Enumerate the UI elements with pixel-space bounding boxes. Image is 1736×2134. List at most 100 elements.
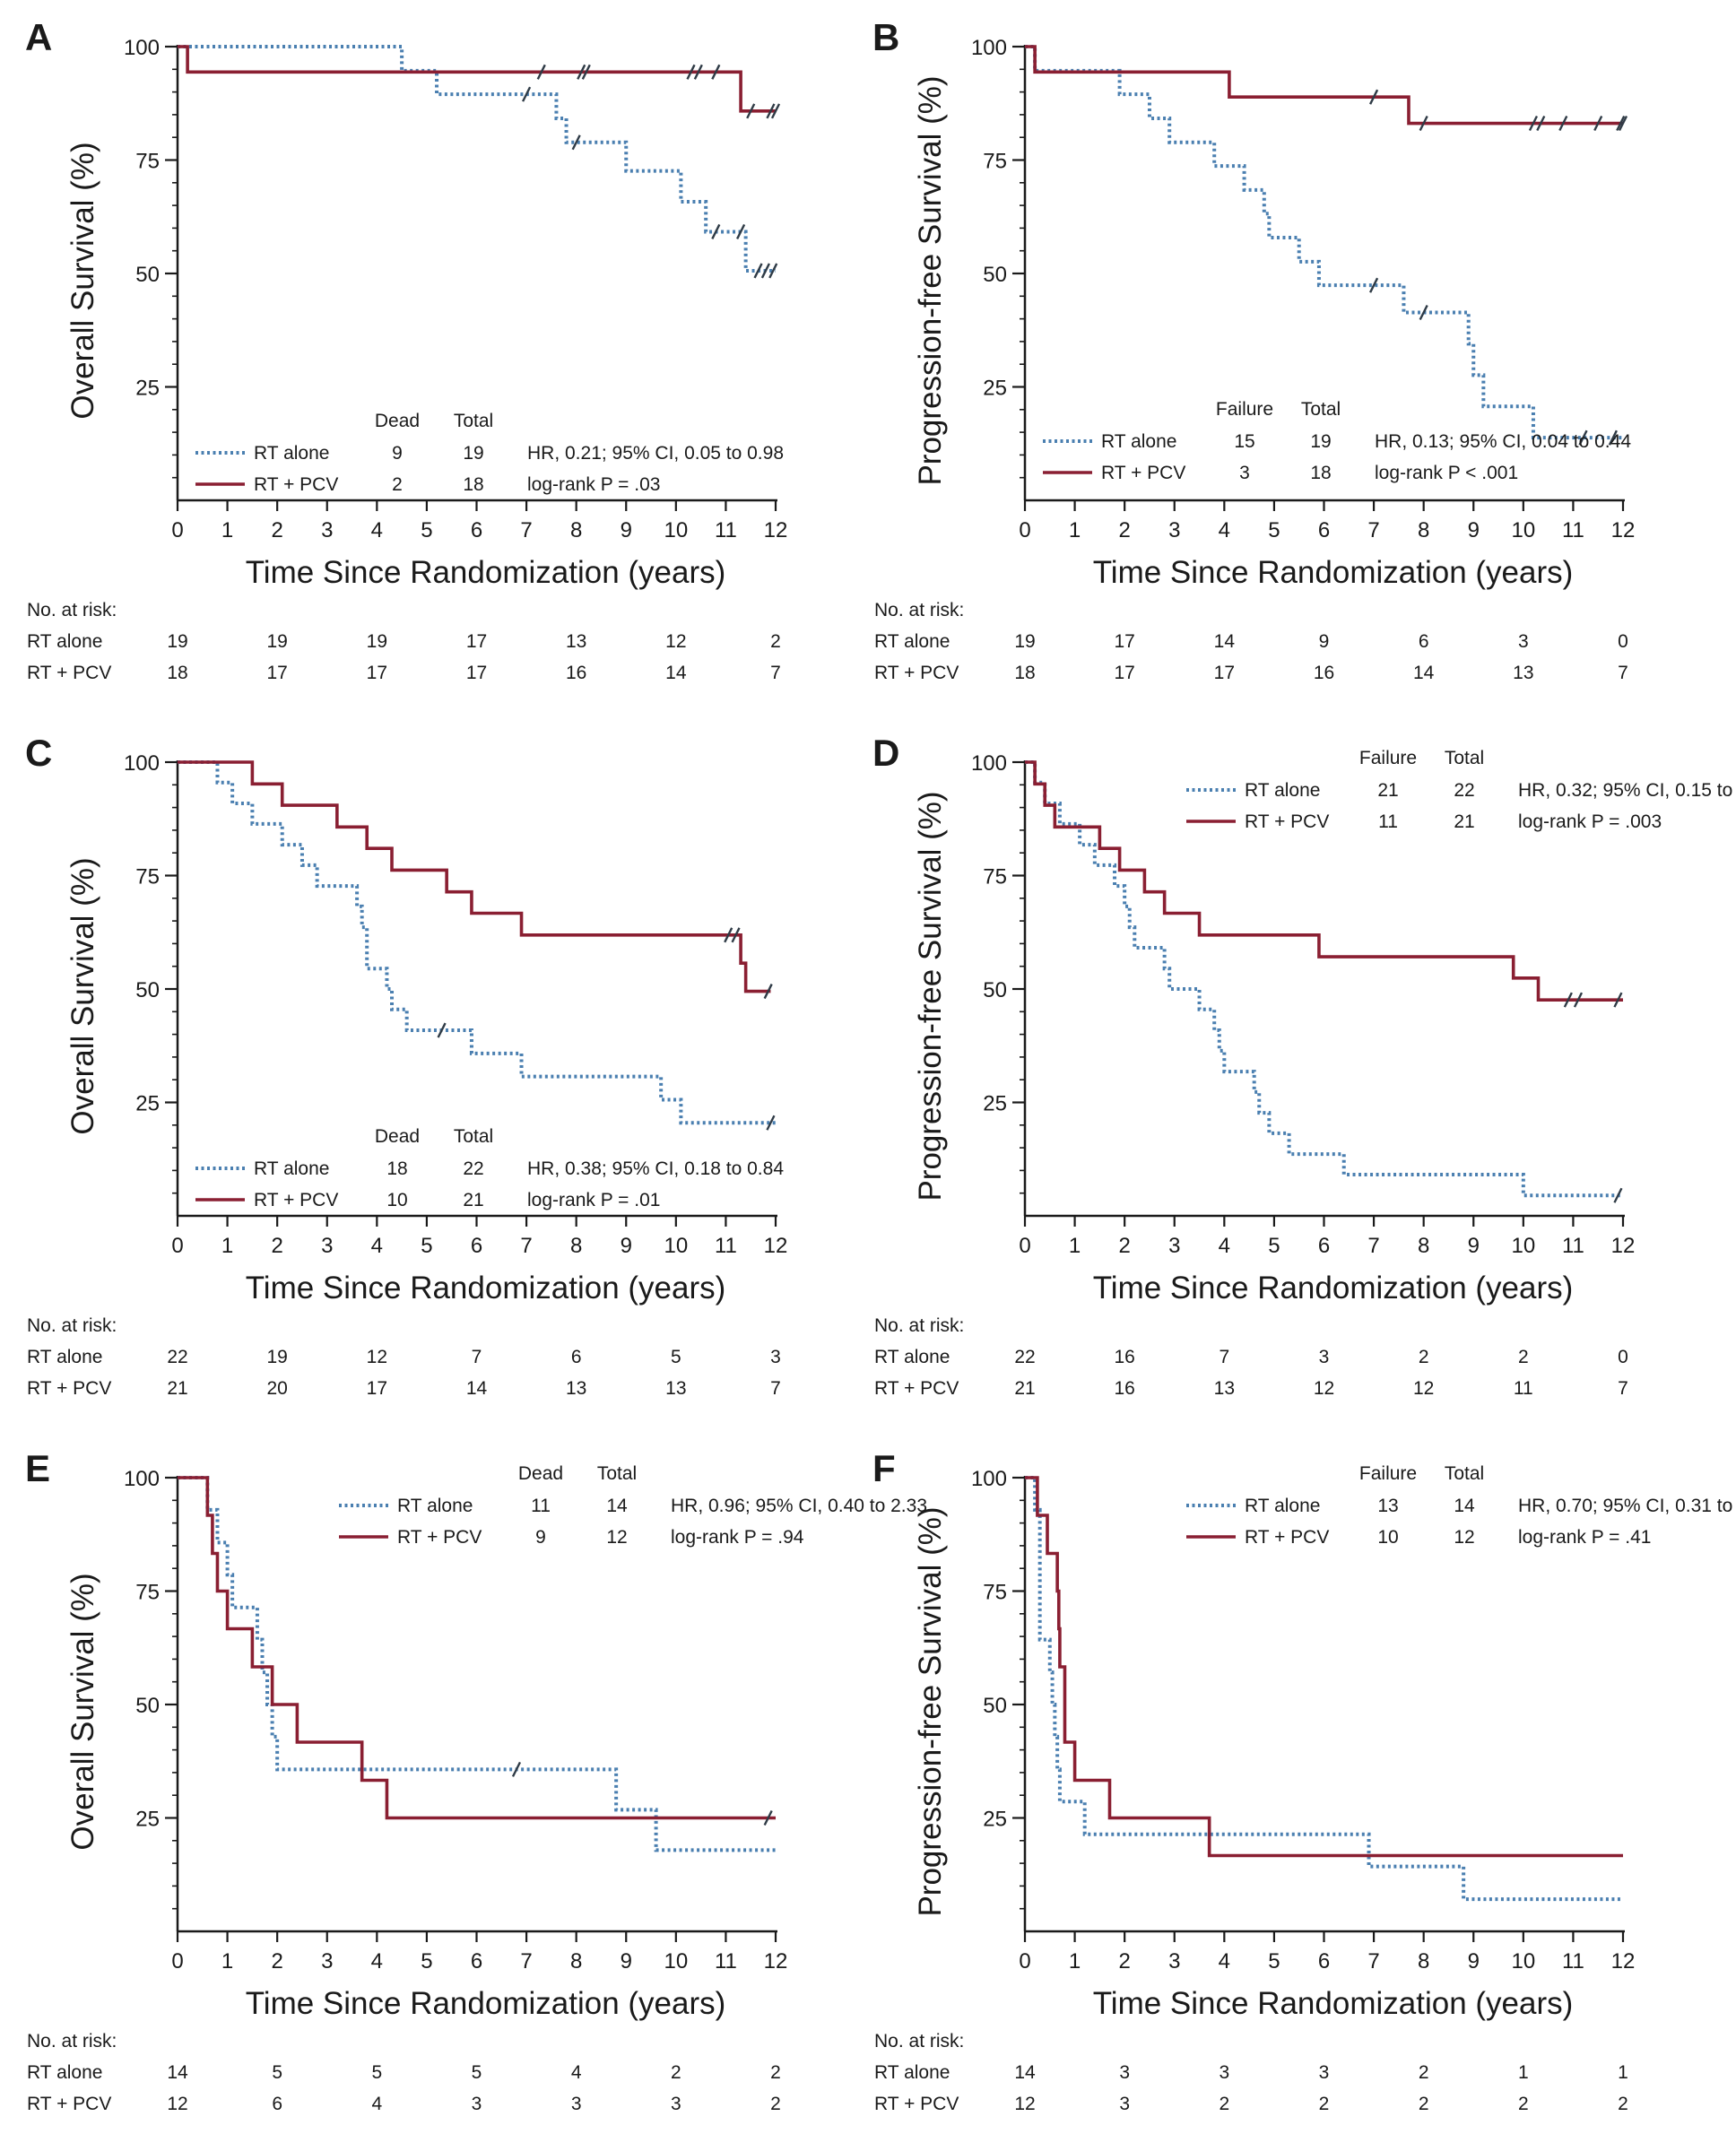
x-tick-label: 0 [171, 518, 183, 542]
x-tick-label: 7 [520, 1234, 532, 1258]
risk-table: No. at risk: RT alone 22 19 12 7 6 5 3 RT + PCV 21… [27, 1315, 781, 1399]
legend-header-count: Dead [518, 1463, 563, 1484]
x-tick-label: 1 [221, 1949, 233, 1974]
censor-mark [511, 1761, 522, 1777]
risk-value: 14 [167, 2062, 188, 2083]
x-tick-label: 1 [1069, 1949, 1081, 1974]
x-axis-title: Time Since Randomization (years) [246, 555, 726, 590]
censor-mark [766, 1115, 776, 1131]
x-tick-label: 9 [621, 1234, 632, 1258]
km-curve-rt-pcv [178, 1476, 776, 1820]
censor-mark [770, 103, 781, 119]
legend-count: 11 [1378, 811, 1398, 832]
legend-count: 15 [1234, 431, 1254, 452]
y-tick-label: 75 [983, 1581, 1007, 1605]
x-tick-label: 11 [715, 1949, 737, 1974]
legend-header-count: Failure [1359, 748, 1417, 768]
legend-header-total: Total [597, 1463, 637, 1484]
y-tick-label: 100 [971, 1467, 1007, 1491]
censor-mark [724, 927, 733, 943]
censor-mark [522, 86, 532, 102]
risk-value: 11 [1514, 1378, 1533, 1399]
x-tick-label: 12 [1611, 1234, 1636, 1258]
risk-value: 16 [1114, 1347, 1134, 1367]
risk-value: 17 [1214, 663, 1235, 683]
risk-value: 12 [1314, 1378, 1334, 1399]
risk-table: No. at risk: RT alone 14 5 5 5 4 2 2 RT + PCV 12 6 4… [27, 2031, 781, 2114]
x-tick-label: 11 [715, 518, 737, 542]
x-tick-label: 5 [1268, 1234, 1280, 1258]
risk-value: 21 [167, 1378, 187, 1399]
risk-value: 3 [1119, 2094, 1130, 2114]
legend-count: 18 [386, 1158, 407, 1179]
x-tick-label: 3 [321, 518, 333, 542]
y-axis-title: Progression-free Survival (%) [913, 75, 948, 485]
x-tick-label: 7 [1367, 1234, 1379, 1258]
risk-value: 3 [671, 2094, 681, 2114]
risk-value: 2 [770, 2094, 781, 2114]
risk-value: 17 [367, 663, 387, 683]
risk-value: 13 [566, 1378, 586, 1399]
y-tick-label: 100 [971, 751, 1007, 776]
risk-row-label: RT + PCV [874, 663, 959, 683]
censor-mark [1618, 115, 1628, 132]
x-tick-label: 5 [1268, 518, 1280, 542]
legend-header-total: Total [454, 1126, 493, 1147]
risk-value: 9 [1319, 631, 1330, 652]
x-tick-label: 2 [1118, 518, 1130, 542]
risk-value: 3 [770, 1347, 781, 1367]
legend-label: RT + PCV [1245, 811, 1329, 832]
panel-letter: B [872, 16, 899, 58]
legend-label: RT alone [1245, 1496, 1320, 1516]
legend-count: 11 [531, 1496, 551, 1516]
censor-mark [763, 983, 773, 1000]
risk-value: 2 [1419, 1347, 1429, 1367]
legend-count: 2 [392, 474, 403, 495]
risk-value: 5 [472, 2062, 482, 2083]
legend-stat: HR, 0.13; 95% CI, 0.04 to 0.44 [1375, 431, 1631, 452]
risk-value: 22 [1014, 1347, 1035, 1367]
legend-stat: log-rank P = .03 [527, 474, 660, 495]
risk-value: 1 [1618, 2062, 1628, 2083]
y-tick-label: 50 [135, 1694, 160, 1718]
risk-value: 14 [466, 1378, 488, 1399]
risk-row-label: RT + PCV [874, 2094, 959, 2114]
risk-value: 16 [1314, 663, 1334, 683]
risk-value: 3 [571, 2094, 582, 2114]
legend-total: 21 [1454, 811, 1474, 832]
risk-row-label: RT + PCV [27, 663, 111, 683]
x-tick-label: 4 [1219, 1949, 1230, 1974]
risk-row-label: RT + PCV [27, 2094, 111, 2114]
censor-mark [1528, 115, 1539, 132]
x-tick-label: 6 [1318, 518, 1330, 542]
x-tick-label: 3 [1168, 518, 1180, 542]
risk-value: 4 [371, 2094, 382, 2114]
x-tick-label: 5 [421, 1949, 432, 1974]
censor-mark [1613, 992, 1623, 1008]
legend-count: 3 [1239, 463, 1250, 483]
risk-value: 1 [1518, 2062, 1529, 2083]
x-axis-title: Time Since Randomization (years) [246, 1986, 726, 2021]
x-tick-label: 6 [471, 1949, 482, 1974]
x-tick-label: 4 [371, 1949, 383, 1974]
risk-value: 2 [671, 2062, 681, 2083]
y-axis-title: Overall Survival (%) [65, 142, 100, 419]
risk-table-header: No. at risk: [874, 1315, 964, 1336]
censor-mark [711, 64, 721, 80]
risk-value: 13 [1513, 663, 1533, 683]
legend-stat: HR, 0.96; 95% CI, 0.40 to 2.33 [671, 1496, 927, 1516]
x-tick-label: 1 [1069, 518, 1081, 542]
censor-mark [1593, 115, 1603, 132]
legend-stat: HR, 0.32; 95% CI, 0.15 to 0.69 [1518, 780, 1736, 801]
risk-value: 19 [1014, 631, 1035, 652]
legend: Dead Total RT alone 9 19 HR, 0.21; 95% CI, 0.… [195, 411, 784, 495]
x-tick-label: 0 [1019, 518, 1030, 542]
x-tick-label: 10 [664, 518, 688, 542]
risk-value: 7 [770, 663, 781, 683]
legend-header-total: Total [1445, 1463, 1484, 1484]
legend-total: 14 [606, 1496, 628, 1516]
x-tick-label: 8 [570, 518, 582, 542]
risk-value: 21 [1014, 1378, 1035, 1399]
x-axis-title: Time Since Randomization (years) [1093, 555, 1574, 590]
